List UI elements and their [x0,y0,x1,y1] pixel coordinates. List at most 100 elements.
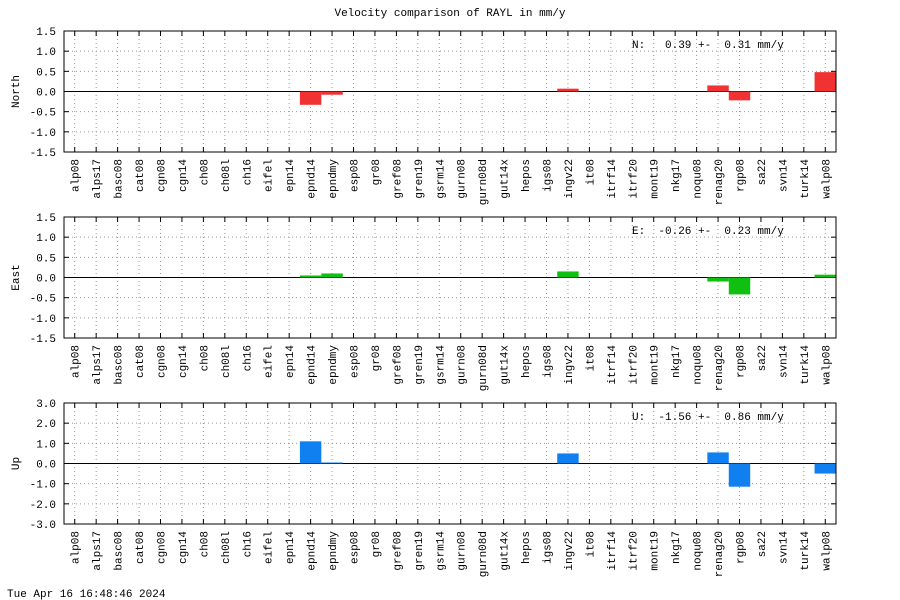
y-tick-label: -1.5 [30,334,56,346]
x-tick-label: itrf20 [628,159,640,199]
x-tick-label: hepos [521,531,533,564]
x-tick-label: rgp08 [736,345,748,378]
plot-frame [63,402,837,525]
x-tick-label: rgp08 [736,531,748,564]
bar [728,277,751,295]
x-tick-label: ch16 [242,531,254,557]
x-tick-label: gurn08d [478,159,490,205]
x-tick-label: itrf20 [628,531,640,571]
x-tick-label: basc08 [114,345,126,385]
bar [321,462,343,464]
x-tick-label: ch08 [199,159,211,185]
bar [557,271,579,278]
y-tick-label: 0.0 [36,88,56,100]
x-tick-label: it08 [585,159,597,185]
x-tick-label: igs08 [543,345,555,378]
bar [557,453,579,464]
x-tick-label: alps17 [92,531,104,571]
annotation: U: -1.56 +- 0.86 mm/y [632,412,784,424]
x-tick-label: gref08 [392,159,404,199]
y-tick-label: 1.0 [36,439,56,451]
x-tick-label: hepos [521,345,533,378]
x-tick-label: eifel [264,531,276,564]
x-tick-label: ch16 [242,159,254,185]
x-tick-label: gurn08 [457,345,469,385]
x-tick-label: esp08 [350,531,362,564]
x-tick-label: turk14 [800,345,812,385]
y-tick-label: -2.0 [30,500,56,512]
y-tick-label: 0.5 [36,67,56,79]
x-tick-label: svn14 [778,159,790,192]
x-tick-label: epnd14 [307,159,319,199]
bar [299,441,322,464]
x-tick-label: gren19 [414,345,426,385]
x-tick-label: gurn08d [478,531,490,577]
x-tick-label: igs08 [543,159,555,192]
y-tick-label: -3.0 [30,520,56,532]
x-tick-label: renag20 [714,531,726,577]
x-tick-label: eifel [264,345,276,378]
x-tick-label: gr08 [371,159,383,185]
x-tick-label: gr08 [371,531,383,557]
x-tick-label: epndmy [328,159,340,199]
y-tick-label: 1.5 [36,213,56,225]
x-tick-label: esp08 [350,159,362,192]
x-tick-label: renag20 [714,159,726,205]
x-tick-label: gurn08 [457,531,469,571]
y-tick-label: 0.5 [36,253,56,265]
x-tick-label: cgn08 [157,531,169,564]
x-tick-label: cgn08 [157,345,169,378]
bar [814,72,836,92]
x-tick-label: turk14 [800,159,812,199]
bar [557,88,579,92]
x-tick-label: basc08 [114,159,126,199]
x-tick-label: cat08 [135,159,147,192]
x-tick-label: gurn08d [478,345,490,391]
y-axis-label: Up [11,457,23,470]
x-tick-label: basc08 [114,531,126,571]
plot-frame [63,216,837,339]
x-tick-label: walp08 [821,345,833,385]
x-tick-label: gut14x [500,159,512,199]
x-tick-label: ingv22 [564,531,576,571]
x-tick-label: ingv22 [564,345,576,385]
chart-title: Velocity comparison of RAYL in mm/y [334,8,565,20]
x-tick-label: cgn08 [157,159,169,192]
x-tick-label: walp08 [821,159,833,199]
x-tick-label: nkg17 [671,159,683,192]
y-tick-label: 0.0 [36,460,56,472]
bar [814,463,836,474]
x-tick-label: sa22 [757,345,769,371]
annotation: N: 0.39 +- 0.31 mm/y [632,40,784,52]
x-tick-label: ch08 [199,345,211,371]
x-tick-label: alp08 [71,531,83,564]
y-tick-label: 1.0 [36,233,56,245]
x-tick-label: alps17 [92,159,104,199]
x-tick-label: it08 [585,531,597,557]
x-tick-label: mont19 [650,531,662,571]
x-tick-label: gsrm14 [435,531,447,571]
footer: Tue Apr 16 16:48:46 2024 [7,589,166,600]
bar [814,274,836,278]
x-tick-label: hepos [521,159,533,192]
x-tick-label: epnd14 [307,531,319,571]
x-tick-label: gren19 [414,531,426,571]
x-tick-label: gsrm14 [435,159,447,199]
x-tick-label: ingv22 [564,159,576,199]
y-tick-label: 1.0 [36,47,56,59]
y-tick-label: 2.0 [36,419,56,431]
x-tick-label: cat08 [135,531,147,564]
y-tick-label: -0.5 [30,108,56,120]
y-tick-label: -1.0 [30,128,56,140]
y-tick-label: 1.5 [36,27,56,39]
x-tick-label: alps17 [92,345,104,385]
x-tick-label: gref08 [392,531,404,571]
x-tick-label: gsrm14 [435,345,447,385]
bar [299,275,322,278]
x-tick-label: itrf14 [607,345,619,385]
y-tick-label: -0.5 [30,294,56,306]
x-tick-label: alp08 [71,159,83,192]
x-tick-label: noqu08 [693,345,705,385]
bar [728,91,751,101]
